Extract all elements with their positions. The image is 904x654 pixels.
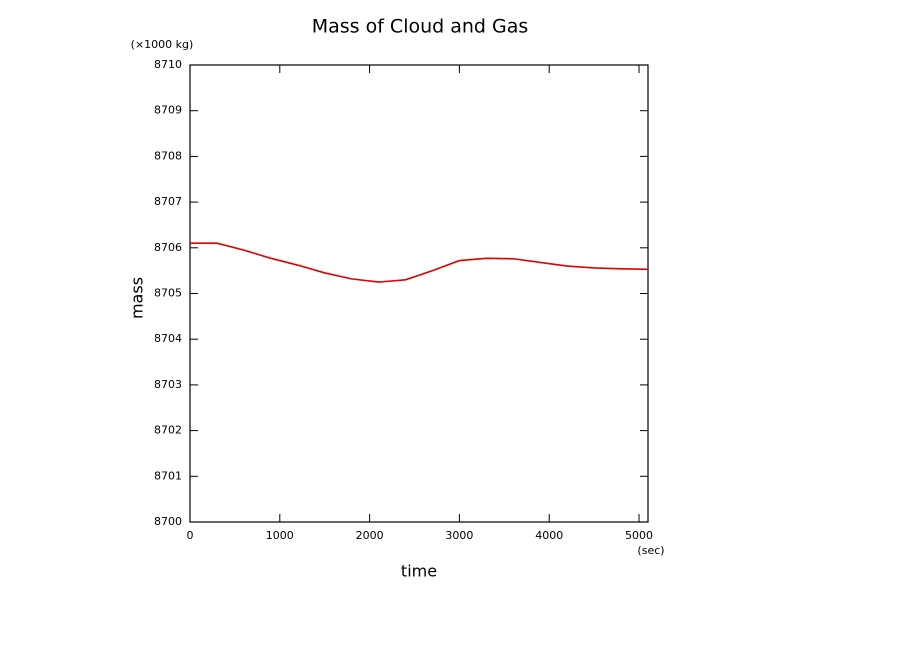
y-tick-label: 8702 — [154, 424, 182, 437]
y-tick-label: 8709 — [154, 104, 182, 117]
y-axis-title: mass — [128, 277, 147, 319]
y-tick-label: 8703 — [154, 378, 182, 391]
y-tick-label: 8704 — [154, 332, 182, 345]
y-tick-label: 8700 — [154, 515, 182, 528]
x-unit: (sec) — [637, 544, 664, 557]
x-tick-label: 1000 — [266, 529, 294, 542]
y-tick-label: 8707 — [154, 195, 182, 208]
data-line — [190, 242, 649, 283]
x-tick-label: 4000 — [535, 529, 563, 542]
x-tick-label: 0 — [187, 529, 194, 542]
plot-frame — [189, 64, 649, 523]
y-tick-label: 8705 — [154, 287, 182, 300]
y-tick-label: 8710 — [154, 58, 182, 71]
y-tick-label: 8706 — [154, 241, 182, 254]
x-tick-label: 2000 — [356, 529, 384, 542]
chart-title: Mass of Cloud and Gas — [312, 16, 529, 38]
x-tick-label: 3000 — [445, 529, 473, 542]
y-tick-label: 8708 — [154, 149, 182, 162]
x-tick-label: 5000 — [625, 529, 653, 542]
x-axis-title: time — [401, 562, 437, 581]
y-tick-label: 8701 — [154, 469, 182, 482]
y-unit: (×1000 kg) — [131, 38, 194, 51]
